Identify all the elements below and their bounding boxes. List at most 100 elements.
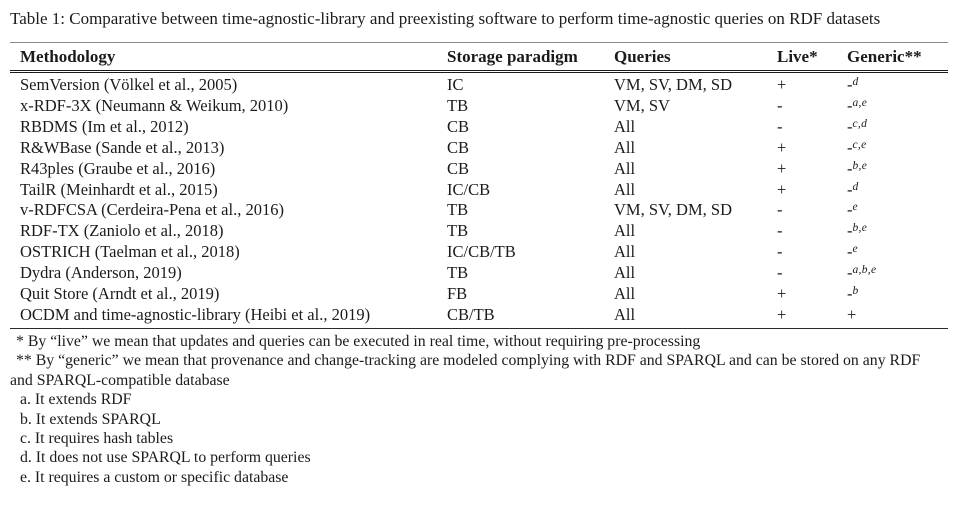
generic-value: -	[847, 242, 853, 262]
cell-storage: IC/CB	[447, 179, 491, 199]
cell-live: +	[777, 179, 787, 199]
cell-generic: -a,e	[847, 96, 948, 117]
cell-storage: IC/CB/TB	[447, 242, 516, 262]
cell-queries: All	[614, 137, 636, 157]
generic-value: -	[847, 137, 853, 157]
cell-storage: CB	[447, 116, 470, 136]
cell-generic: -b	[847, 284, 948, 305]
generic-footnote-marks: d	[852, 76, 859, 88]
table-row: R&WBase (Sande et al., 2013) CB All + -c…	[10, 138, 948, 159]
footnote-c: c. It requires hash tables	[20, 429, 174, 447]
generic-footnote-marks: e	[852, 201, 858, 214]
generic-footnote-marks: e	[852, 243, 858, 256]
cell-queries: All	[614, 179, 636, 199]
cell-generic: -c,e	[847, 138, 948, 159]
cell-methodology: RBDMS (Im et al., 2012)	[20, 116, 189, 136]
cell-generic: -d	[847, 180, 948, 201]
col-header-queries: Queries	[614, 42, 777, 73]
table-row: TailR (Meinhardt et al., 2015) IC/CB All…	[10, 180, 948, 201]
cell-queries: VM, SV, DM, SD	[614, 200, 732, 220]
generic-value: +	[847, 304, 857, 324]
cell-queries: VM, SV	[614, 95, 670, 115]
table-caption: Table 1: Comparative between time-agnost…	[10, 9, 881, 28]
cell-methodology: v-RDFCSA (Cerdeira-Pena et al., 2016)	[20, 200, 284, 220]
cell-live: +	[777, 304, 847, 329]
cell-queries: All	[614, 158, 636, 178]
footnote-b: b. It extends SPARQL	[20, 410, 161, 428]
cell-live: +	[777, 75, 787, 94]
cell-generic: -e	[847, 200, 948, 221]
cell-live: +	[777, 137, 787, 157]
cell-methodology: R&WBase (Sande et al., 2013)	[20, 137, 225, 157]
table-row: OSTRICH (Taelman et al., 2018) IC/CB/TB …	[10, 242, 948, 263]
cell-methodology: Dydra (Anderson, 2019)	[20, 263, 182, 283]
cell-storage: TB	[447, 200, 469, 220]
cell-queries: All	[614, 284, 636, 304]
table-row: Quit Store (Arndt et al., 2019) FB All +…	[10, 284, 948, 305]
generic-footnote-marks: d	[852, 180, 859, 193]
table-row: Dydra (Anderson, 2019) TB All - -a,b,e	[10, 263, 948, 284]
cell-methodology: OCDM and time-agnostic-library (Heibi et…	[10, 304, 447, 329]
cell-live: -	[777, 95, 783, 115]
comparison-table: Methodology Storage paradigm Queries Liv…	[10, 42, 948, 329]
cell-methodology: TailR (Meinhardt et al., 2015)	[20, 179, 218, 199]
generic-value: -	[847, 284, 853, 304]
cell-generic: -e	[847, 242, 948, 263]
col-header-storage-paradigm: Storage paradigm	[447, 42, 614, 73]
cell-storage: TB	[447, 263, 469, 283]
cell-live: -	[777, 221, 783, 241]
generic-footnote-marks: b,e	[852, 159, 868, 172]
cell-generic: -b,e	[847, 159, 948, 180]
cell-storage: IC	[447, 75, 464, 94]
cell-queries: All	[614, 304, 777, 329]
table-row: x-RDF-3X (Neumann & Weikum, 2010) TB VM,…	[10, 96, 948, 117]
generic-value: -	[847, 75, 853, 94]
col-header-methodology: Methodology	[10, 42, 447, 73]
cell-live: -	[777, 242, 783, 262]
cell-live: +	[777, 284, 787, 304]
cell-generic: -a,b,e	[847, 263, 948, 284]
cell-live: +	[777, 158, 787, 178]
table-body: SemVersion (Völkel et al., 2005) IC VM, …	[10, 72, 948, 329]
generic-value: -	[847, 200, 853, 220]
cell-methodology: x-RDF-3X (Neumann & Weikum, 2010)	[20, 95, 289, 115]
cell-queries: All	[614, 221, 636, 241]
generic-value: -	[847, 221, 853, 241]
cell-generic: -b,e	[847, 221, 948, 242]
generic-value: -	[847, 263, 853, 283]
cell-methodology: SemVersion (Völkel et al., 2005)	[20, 75, 238, 94]
generic-footnote-marks: b	[852, 285, 859, 298]
generic-footnote-marks: a,e	[852, 96, 868, 109]
footnotes: * By “live” we mean that updates and que…	[10, 332, 926, 487]
cell-storage: TB	[447, 221, 469, 241]
generic-value: -	[847, 95, 853, 115]
footnote-live: * By “live” we mean that updates and que…	[16, 332, 701, 350]
cell-methodology: OSTRICH (Taelman et al., 2018)	[20, 242, 240, 262]
cell-storage: CB/TB	[447, 304, 614, 329]
footnote-a: a. It extends RDF	[20, 391, 132, 409]
table-row: SemVersion (Völkel et al., 2005) IC VM, …	[10, 72, 948, 96]
cell-generic: +	[847, 304, 948, 329]
cell-generic: -c,d	[847, 117, 948, 138]
cell-methodology: Quit Store (Arndt et al., 2019)	[20, 284, 220, 304]
header-row: Methodology Storage paradigm Queries Liv…	[10, 42, 948, 73]
cell-storage: CB	[447, 137, 470, 157]
table-row: OCDM and time-agnostic-library (Heibi et…	[10, 304, 948, 329]
cell-generic: -d	[847, 72, 948, 96]
table-row: RDF-TX (Zaniolo et al., 2018) TB All - -…	[10, 221, 948, 242]
col-header-generic: Generic**	[847, 42, 948, 73]
cell-queries: All	[614, 242, 636, 262]
cell-queries: All	[614, 263, 636, 283]
generic-footnote-marks: a,b,e	[852, 264, 877, 277]
cell-methodology: R43ples (Graube et al., 2016)	[20, 158, 216, 178]
table-row: R43ples (Graube et al., 2016) CB All + -…	[10, 159, 948, 180]
cell-storage: FB	[447, 284, 468, 304]
footnote-e: e. It requires a custom or specific data…	[20, 468, 289, 486]
footnote-generic: ** By “generic” we mean that provenance …	[10, 352, 921, 389]
generic-footnote-marks: c,e	[852, 138, 867, 151]
generic-value: -	[847, 179, 853, 199]
table-row: RBDMS (Im et al., 2012) CB All - -c,d	[10, 117, 948, 138]
cell-storage: CB	[447, 158, 470, 178]
generic-value: -	[847, 116, 853, 136]
